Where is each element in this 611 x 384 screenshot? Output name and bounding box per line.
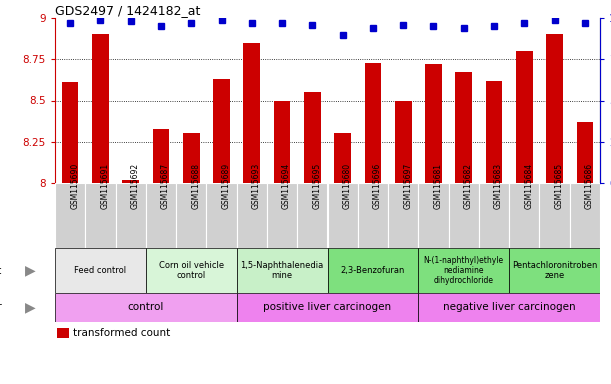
Bar	[55, 293, 236, 322]
Text: ▶: ▶	[24, 301, 35, 314]
Text: positive liver carcinogen: positive liver carcinogen	[263, 303, 392, 313]
Bar	[213, 79, 230, 183]
Bar	[236, 248, 327, 293]
Text: Pentachloronitroben
zene: Pentachloronitroben zene	[512, 261, 598, 280]
Bar	[243, 43, 260, 183]
Text: 2,3-Benzofuran: 2,3-Benzofuran	[341, 266, 405, 275]
Bar	[207, 183, 236, 248]
Text: Corn oil vehicle
control: Corn oil vehicle control	[159, 261, 224, 280]
Text: other: other	[0, 303, 2, 313]
Text: agent: agent	[0, 265, 2, 275]
Text: GSM115687: GSM115687	[161, 163, 170, 209]
Bar	[55, 183, 86, 248]
Bar	[115, 183, 146, 248]
Bar	[509, 248, 600, 293]
Bar	[327, 183, 358, 248]
Bar	[236, 183, 267, 248]
Text: GSM115696: GSM115696	[373, 163, 382, 209]
Bar	[146, 248, 236, 293]
Text: GSM115690: GSM115690	[70, 163, 79, 209]
Text: ▶: ▶	[24, 263, 35, 278]
Text: Feed control: Feed control	[75, 266, 126, 275]
Bar	[509, 183, 540, 248]
Text: GSM115688: GSM115688	[191, 163, 200, 209]
Text: GSM115681: GSM115681	[433, 163, 442, 209]
Text: GSM115684: GSM115684	[524, 163, 533, 209]
Bar	[419, 293, 600, 322]
Text: N-(1-naphthyl)ethyle
nediamine
dihydrochloride: N-(1-naphthyl)ethyle nediamine dihydroch…	[423, 256, 504, 285]
Bar	[55, 248, 146, 293]
Text: GSM115689: GSM115689	[222, 163, 230, 209]
Bar	[419, 183, 448, 248]
Text: GSM115686: GSM115686	[585, 163, 594, 209]
Bar	[455, 73, 472, 183]
Bar	[327, 248, 419, 293]
Bar	[448, 183, 479, 248]
Bar	[486, 81, 502, 183]
Text: transformed count: transformed count	[73, 328, 170, 338]
Text: GSM115693: GSM115693	[252, 163, 261, 209]
Bar	[86, 183, 115, 248]
Bar	[516, 51, 533, 183]
Bar	[176, 183, 207, 248]
Text: GDS2497 / 1424182_at: GDS2497 / 1424182_at	[55, 4, 200, 17]
Text: GSM115683: GSM115683	[494, 163, 503, 209]
Text: control: control	[128, 303, 164, 313]
Bar	[62, 82, 78, 183]
Text: GSM115691: GSM115691	[100, 163, 109, 209]
Bar	[146, 183, 176, 248]
Bar	[267, 183, 297, 248]
Bar	[334, 134, 351, 183]
Bar	[365, 63, 381, 183]
Bar	[540, 183, 569, 248]
Bar	[122, 180, 139, 183]
Bar	[546, 35, 563, 183]
Bar	[577, 122, 593, 183]
Bar	[153, 129, 169, 183]
Bar	[304, 92, 321, 183]
Bar	[236, 293, 419, 322]
Text: GSM115680: GSM115680	[343, 163, 352, 209]
Text: GSM115682: GSM115682	[464, 163, 473, 209]
Bar	[425, 64, 442, 183]
Bar	[569, 183, 600, 248]
Text: negative liver carcinogen: negative liver carcinogen	[443, 303, 576, 313]
Text: GSM115692: GSM115692	[131, 163, 140, 209]
Bar	[419, 248, 509, 293]
Bar	[183, 134, 200, 183]
Bar	[388, 183, 419, 248]
Bar	[395, 101, 412, 183]
Text: GSM115694: GSM115694	[282, 163, 291, 209]
Bar	[358, 183, 388, 248]
Bar	[297, 183, 327, 248]
Text: 1,5-Naphthalenedia
mine: 1,5-Naphthalenedia mine	[241, 261, 324, 280]
Text: GSM115697: GSM115697	[403, 163, 412, 209]
Bar	[479, 183, 509, 248]
Bar	[274, 101, 290, 183]
Bar	[92, 35, 109, 183]
Text: GSM115695: GSM115695	[312, 163, 321, 209]
Text: GSM115685: GSM115685	[555, 163, 563, 209]
